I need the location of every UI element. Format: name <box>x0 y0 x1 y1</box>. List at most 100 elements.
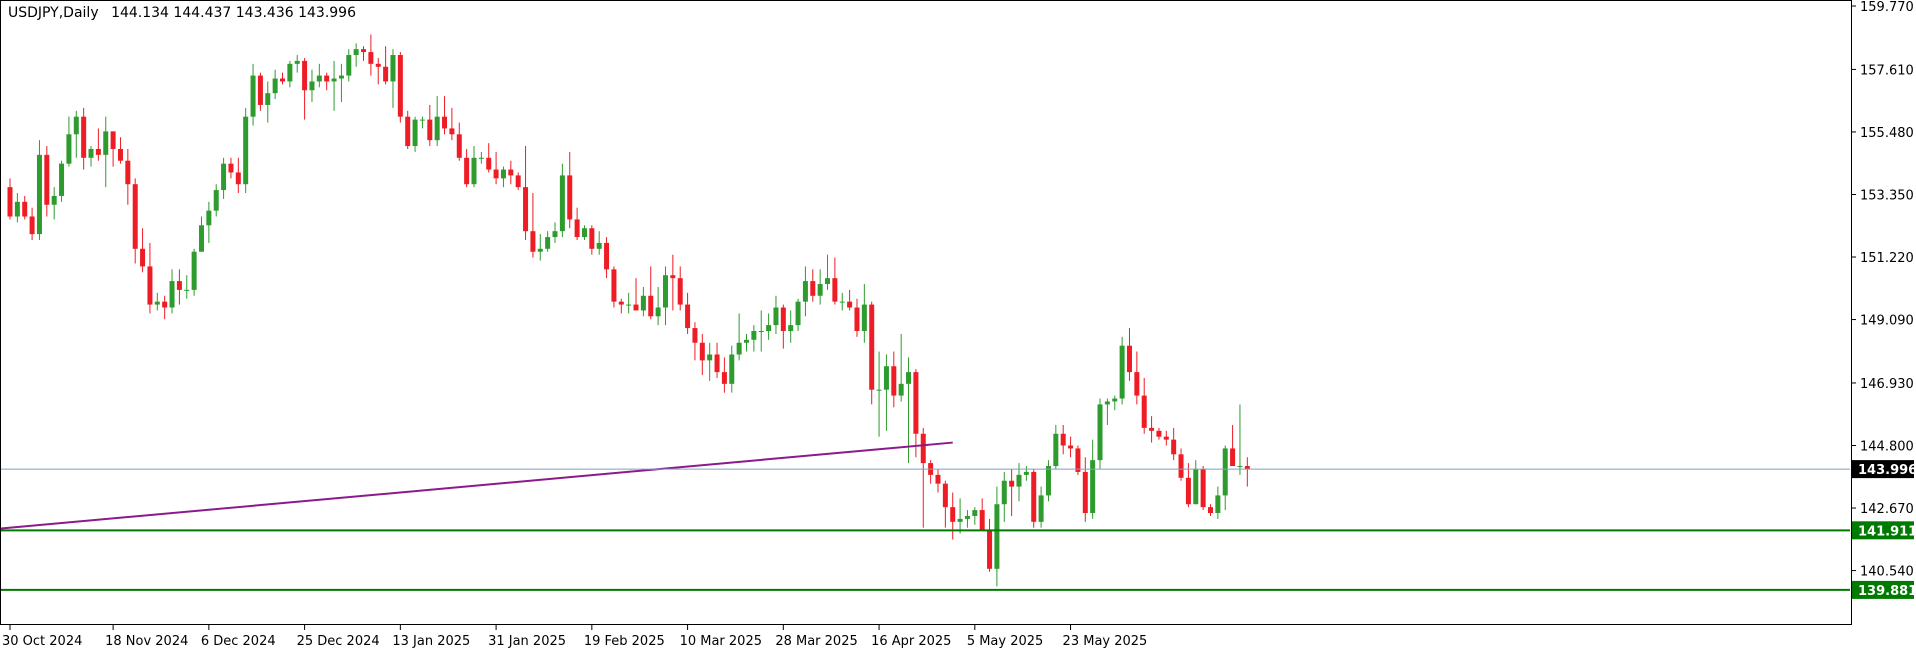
candle-body[interactable] <box>132 184 138 249</box>
candle-body[interactable] <box>758 331 764 333</box>
candle-body[interactable] <box>655 307 661 317</box>
candle-body[interactable] <box>456 134 462 158</box>
candle-body[interactable] <box>1023 471 1029 475</box>
candle-body[interactable] <box>243 116 249 185</box>
candle-body[interactable] <box>692 328 698 343</box>
candle-body[interactable] <box>125 160 131 185</box>
candle-body[interactable] <box>44 154 50 205</box>
candle-body[interactable] <box>280 78 286 82</box>
candle-body[interactable] <box>898 383 904 396</box>
candle-body[interactable] <box>972 510 978 516</box>
candle-body[interactable] <box>648 295 654 317</box>
candle-body[interactable] <box>81 116 87 158</box>
candle-body[interactable] <box>486 157 492 170</box>
candle-body[interactable] <box>523 187 529 232</box>
candle-body[interactable] <box>1141 395 1147 428</box>
candle-body[interactable] <box>375 63 381 67</box>
candle-body[interactable] <box>780 307 786 332</box>
candle-body[interactable] <box>162 301 168 308</box>
candle-body[interactable] <box>427 119 433 141</box>
candle-body[interactable] <box>324 75 330 82</box>
candle-body[interactable] <box>154 301 160 305</box>
candle-body[interactable] <box>766 325 772 332</box>
candle-body[interactable] <box>854 307 860 332</box>
candle-body[interactable] <box>449 128 455 135</box>
candle-body[interactable] <box>596 242 602 249</box>
candle-body[interactable] <box>59 163 65 196</box>
candle-body[interactable] <box>95 148 101 155</box>
candle-body[interactable] <box>626 304 632 306</box>
candle-body[interactable] <box>935 474 941 484</box>
candle-body[interactable] <box>640 295 646 311</box>
candle-body[interactable] <box>537 248 543 252</box>
candle-body[interactable] <box>670 275 676 279</box>
candle-body[interactable] <box>699 342 705 361</box>
candle-body[interactable] <box>987 530 993 569</box>
candle-body[interactable] <box>714 354 720 373</box>
candle-body[interactable] <box>265 93 271 105</box>
candle-body[interactable] <box>434 116 440 141</box>
candle-body[interactable] <box>552 231 558 238</box>
candle-body[interactable] <box>788 325 794 332</box>
candle-body[interactable] <box>1038 495 1044 522</box>
candle-body[interactable] <box>530 231 536 252</box>
candle-body[interactable] <box>1126 345 1132 373</box>
candle-body[interactable] <box>508 169 514 176</box>
candle-body[interactable] <box>493 169 499 179</box>
candle-body[interactable] <box>920 433 926 464</box>
candle-body[interactable] <box>73 116 79 135</box>
candle-body[interactable] <box>1193 468 1199 505</box>
candle-body[interactable] <box>383 66 389 82</box>
candle-body[interactable] <box>1119 345 1125 399</box>
candle-body[interactable] <box>36 154 42 235</box>
candle-body[interactable] <box>213 190 219 211</box>
candle-body[interactable] <box>1082 471 1088 514</box>
candle-body[interactable] <box>184 289 190 291</box>
candle-body[interactable] <box>412 119 418 147</box>
candle-body[interactable] <box>839 301 845 303</box>
candle-body[interactable] <box>559 175 565 232</box>
candle-body[interactable] <box>633 304 639 311</box>
candle-body[interactable] <box>832 278 838 302</box>
candle-body[interactable] <box>316 75 322 82</box>
candle-body[interactable] <box>913 372 919 434</box>
candle-body[interactable] <box>1009 480 1015 487</box>
candle-body[interactable] <box>685 304 691 329</box>
candle-body[interactable] <box>140 248 146 267</box>
candle-body[interactable] <box>228 163 234 173</box>
candle-body[interactable] <box>1185 477 1191 505</box>
candle-body[interactable] <box>206 210 212 226</box>
candle-body[interactable] <box>353 49 359 56</box>
candle-body[interactable] <box>979 510 985 531</box>
candle-body[interactable] <box>869 304 875 390</box>
candle-body[interactable] <box>515 175 521 188</box>
candle-body[interactable] <box>287 63 293 82</box>
candle-body[interactable] <box>574 219 580 238</box>
candle-body[interactable] <box>471 157 477 185</box>
candle-body[interactable] <box>1090 460 1096 514</box>
candle-body[interactable] <box>66 134 72 164</box>
candle-body[interactable] <box>117 148 123 161</box>
candle-body[interactable] <box>1200 468 1206 508</box>
candle-body[interactable] <box>331 78 337 82</box>
candle-body[interactable] <box>250 75 256 117</box>
candle-body[interactable] <box>500 169 506 179</box>
candle-body[interactable] <box>964 515 970 519</box>
candle-body[interactable] <box>1104 401 1110 405</box>
candle-body[interactable] <box>773 307 779 326</box>
candle-body[interactable] <box>390 55 396 82</box>
candle-body[interactable] <box>257 75 263 105</box>
candle-body[interactable] <box>1230 448 1236 467</box>
candle-body[interactable] <box>942 483 948 508</box>
candle-body[interactable] <box>825 278 831 285</box>
candle-body[interactable] <box>1207 507 1213 514</box>
candle-body[interactable] <box>272 78 278 94</box>
candle-body[interactable] <box>817 284 823 296</box>
candle-body[interactable] <box>707 354 713 361</box>
candle-body[interactable] <box>1171 439 1177 455</box>
candle-body[interactable] <box>14 201 20 217</box>
candle-body[interactable] <box>618 301 624 305</box>
candle-body[interactable] <box>744 339 749 343</box>
candle-body[interactable] <box>397 55 403 117</box>
